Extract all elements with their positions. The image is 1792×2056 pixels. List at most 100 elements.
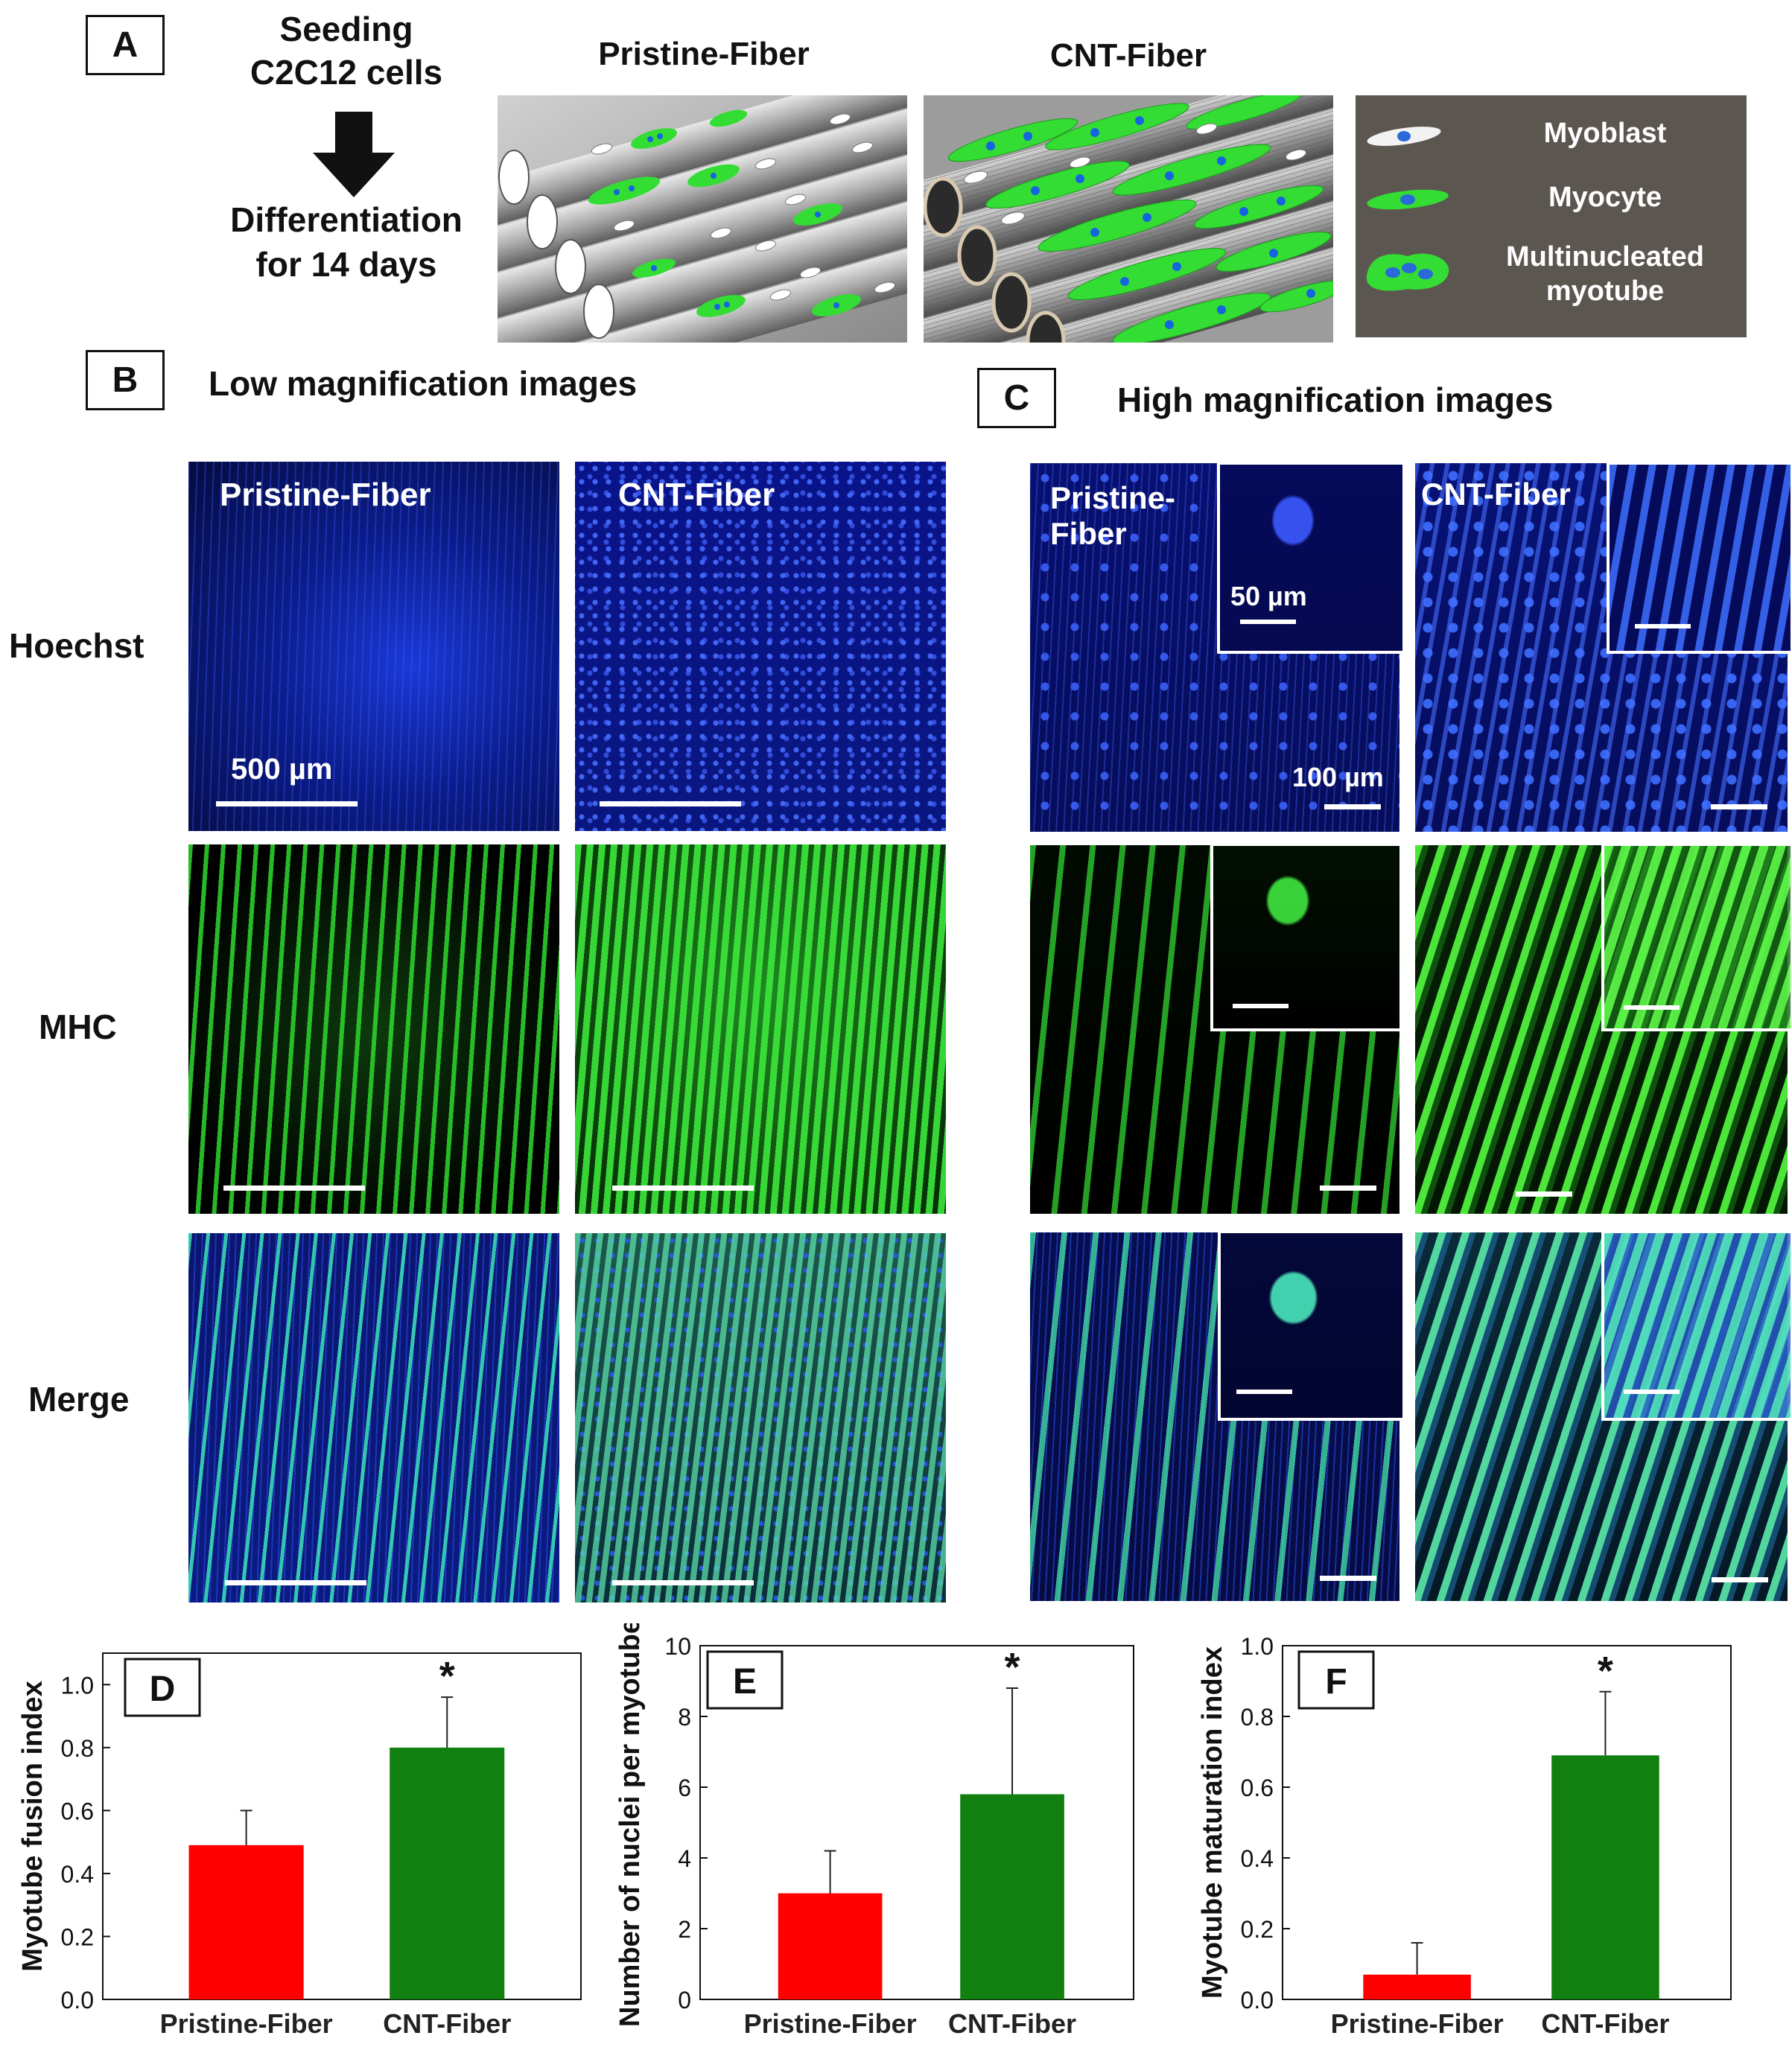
inset-c-mhc-pristine xyxy=(1210,843,1402,1031)
plot-frame xyxy=(1282,1645,1732,2000)
c-scalebar-mhc-pristine xyxy=(1320,1185,1376,1191)
y-tick-label: 0.8 xyxy=(1241,1704,1274,1731)
chart-e: 0 2 4 6 8 10 Pristine-Fiber CNT-Fiber * Number of… xyxy=(597,1618,1195,2052)
y-tick-label: 2 xyxy=(678,1916,691,1943)
c-scalebar-merge-cnt xyxy=(1712,1577,1768,1582)
chart-d: 0.0 0.2 0.4 0.6 0.8 1.0 Pristine-Fiber CNT-Fibe… xyxy=(0,1623,597,2052)
c-main-scale-label: 100 µm xyxy=(1292,762,1384,792)
panel-letter-box xyxy=(1297,1650,1375,1710)
inset-c-merge-cnt xyxy=(1601,1230,1792,1421)
c-inset-scalebar-mhc-cnt xyxy=(1624,1005,1680,1010)
c-scalebar-hoechst-cnt xyxy=(1711,804,1767,809)
micrograph-b-hoechst-cnt xyxy=(575,462,946,831)
b-scalebar-mhc-cnt xyxy=(612,1185,754,1191)
y-tick-label: 6 xyxy=(678,1775,691,1801)
y-tick-label: 0.0 xyxy=(61,1987,94,2014)
micrograph-b-merge-cnt xyxy=(575,1233,946,1603)
cnt-fiber-schematic xyxy=(924,95,1333,343)
panel-c-title: High magnification images xyxy=(1117,381,1554,419)
y-axis-label: Number of nuclei per myotube xyxy=(614,1623,646,2027)
panel-a-letter: A xyxy=(86,15,165,75)
chart-f: 0.0 0.2 0.4 0.6 0.8 1.0 Pristine-Fiber CNT-Fibe… xyxy=(1195,1623,1792,2052)
c-scalebar-hoechst-pristine xyxy=(1324,804,1381,809)
y-tick-label: 0.6 xyxy=(1241,1775,1274,1801)
differentiation-label: Differentiation for 14 days xyxy=(230,200,463,284)
panel-letter-box xyxy=(124,1658,201,1717)
panel-letter-box xyxy=(706,1650,784,1710)
bar-cnt-fiber xyxy=(390,1747,505,1999)
panel-letter-f: F xyxy=(1325,1662,1347,1702)
y-tick-label: 10 xyxy=(664,1633,691,1660)
c-inset-scale-label: 50 µm xyxy=(1230,581,1307,611)
bar-pristine-fiber xyxy=(778,1893,883,1999)
y-tick-label: 0.4 xyxy=(61,1861,94,1888)
c-inset-scalebar-hoechst-cnt xyxy=(1635,624,1691,628)
y-tick-label: 0.0 xyxy=(1241,1987,1274,2014)
b-scalebar-mhc-pristine xyxy=(223,1185,365,1191)
c-scalebar-merge-pristine xyxy=(1320,1576,1376,1581)
y-tick-label: 8 xyxy=(678,1704,691,1731)
down-arrow-icon xyxy=(313,112,395,197)
legend-myotube-label: Multinucleated myotube xyxy=(1505,241,1705,307)
y-tick-label: 0.4 xyxy=(1241,1845,1274,1872)
b-scalebar-merge-pristine xyxy=(225,1580,366,1585)
x-category-label: Pristine-Fiber xyxy=(160,2008,333,2039)
row-label-hoechst: Hoechst xyxy=(9,626,144,665)
y-tick-label: 1.0 xyxy=(61,1672,94,1699)
bar-pristine-fiber xyxy=(1363,1974,1471,1999)
c-scalebar-mhc-cnt xyxy=(1516,1191,1572,1197)
inset-c-merge-pristine xyxy=(1218,1230,1405,1421)
pristine-fiber-schematic xyxy=(498,95,907,343)
c-inset-scalebar-hoechst-pristine xyxy=(1240,620,1296,624)
x-category-label: CNT-Fiber xyxy=(383,2008,511,2039)
x-category-label: CNT-Fiber xyxy=(1541,2008,1669,2039)
bar-cnt-fiber xyxy=(960,1794,1064,1999)
plot-frame xyxy=(699,1645,1134,2000)
panel-b-title: Low magnification images xyxy=(209,364,638,403)
myoblast-icon xyxy=(1367,127,1441,146)
y-tick-label: 4 xyxy=(678,1845,691,1872)
b-scalebar-hoechst-cnt xyxy=(600,801,741,806)
panel-c-letter: C xyxy=(977,368,1056,428)
row-label-mhc: MHC xyxy=(39,1008,117,1046)
seeding-label: Seeding C2C12 cells xyxy=(250,10,443,92)
pristine-fiber-schematic-title: Pristine-Fiber xyxy=(598,36,810,72)
y-axis-label: Myotube maturation index xyxy=(1197,1646,1228,1999)
y-axis-label: Myotube fusion index xyxy=(17,1681,48,1972)
c-col-label-pristine: Pristine- Fiber xyxy=(1050,480,1176,552)
legend-myocyte-label: Myocyte xyxy=(1548,182,1662,213)
y-tick-label: 0 xyxy=(678,1987,691,2014)
inset-c-hoechst-cnt xyxy=(1607,462,1792,654)
b-col-label-pristine: Pristine-Fiber xyxy=(220,477,431,513)
panel-letter-e: E xyxy=(733,1662,757,1702)
panel-letter-d: D xyxy=(150,1670,176,1709)
y-tick-label: 0.2 xyxy=(1241,1916,1274,1943)
c-inset-scalebar-mhc-pristine xyxy=(1233,1004,1289,1008)
myocyte-icon xyxy=(1367,189,1449,210)
y-tick-label: 0.6 xyxy=(61,1798,94,1824)
x-category-label: Pristine-Fiber xyxy=(744,2008,917,2039)
b-scalebar-merge-cnt xyxy=(612,1580,754,1585)
significance-star: * xyxy=(1598,1649,1613,1693)
c-inset-scalebar-merge-cnt xyxy=(1624,1390,1680,1394)
b-scalebar-label: 500 µm xyxy=(231,753,333,786)
micrograph-b-merge-pristine xyxy=(188,1233,559,1603)
c-inset-scalebar-merge-pristine xyxy=(1236,1390,1292,1394)
micrograph-b-mhc-pristine xyxy=(188,844,559,1214)
micrograph-b-mhc-cnt xyxy=(575,844,946,1214)
panel-b-letter: B xyxy=(86,350,165,410)
significance-star: * xyxy=(439,1654,455,1699)
bar-cnt-fiber xyxy=(1551,1755,1659,1999)
y-tick-label: 1.0 xyxy=(1241,1633,1274,1660)
inset-c-mhc-cnt xyxy=(1601,843,1792,1031)
b-scalebar-hoechst-pristine xyxy=(216,801,358,806)
inset-c-hoechst-pristine xyxy=(1217,462,1405,654)
micrograph-b-hoechst-pristine xyxy=(188,462,559,831)
myotube-icon xyxy=(1366,253,1449,291)
row-label-merge: Merge xyxy=(28,1380,130,1419)
x-category-label: Pristine-Fiber xyxy=(1331,2008,1504,2039)
y-tick-label: 0.8 xyxy=(61,1735,94,1762)
significance-star: * xyxy=(1005,1645,1020,1690)
cnt-fiber-schematic-title: CNT-Fiber xyxy=(1049,37,1207,74)
plot-frame xyxy=(102,1652,582,2000)
